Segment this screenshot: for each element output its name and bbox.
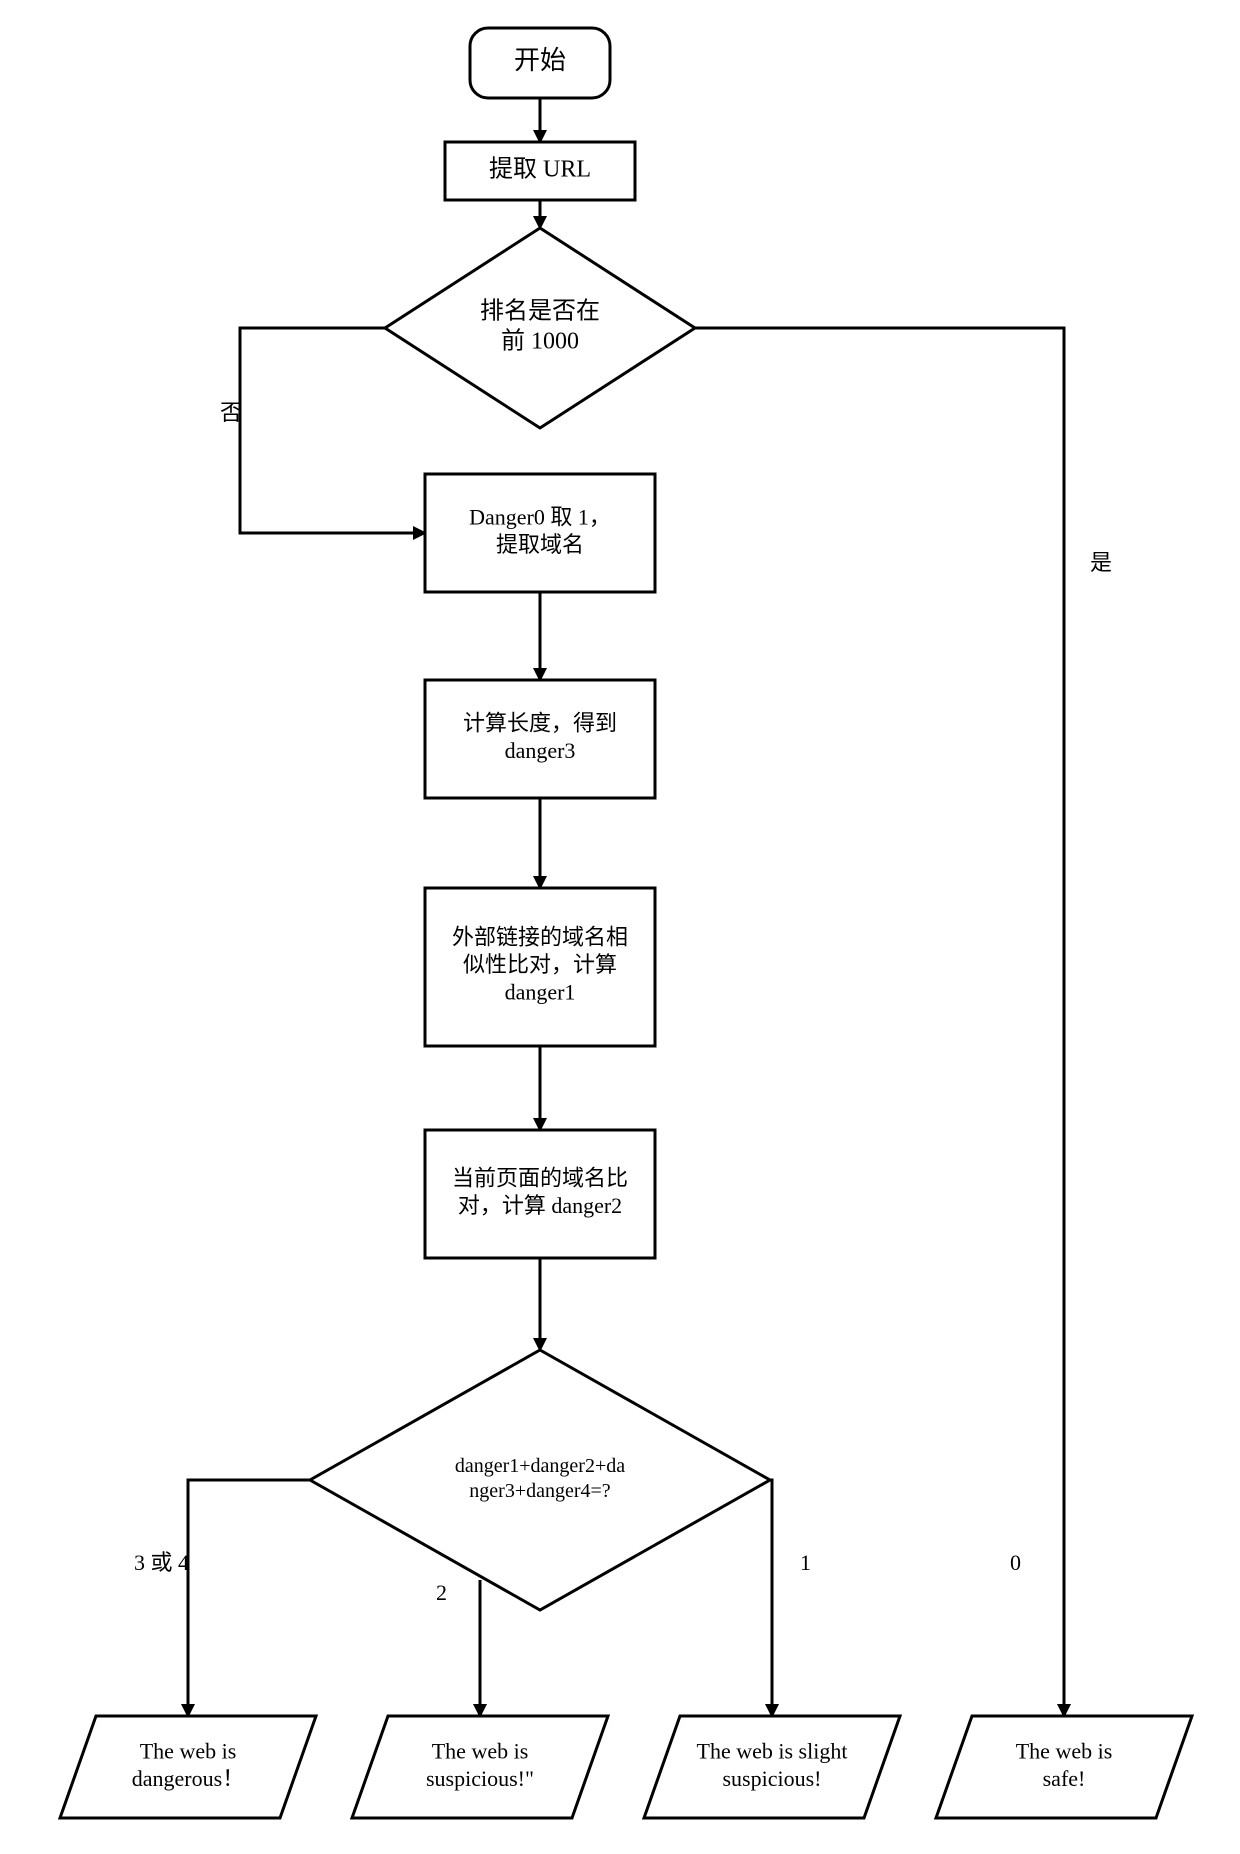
node-extract: 提取 URL — [445, 142, 635, 200]
node-text-line: The web is — [1016, 1738, 1113, 1763]
node-text-line: 对，计算 danger2 — [458, 1193, 622, 1218]
node-text-line: 前 1000 — [501, 328, 579, 355]
node-text-line: dangerous！ — [132, 1766, 244, 1791]
node-text-line: suspicious! — [723, 1766, 822, 1791]
edge-e_rank_no — [240, 328, 425, 533]
node-out4: The web is safe! — [936, 1716, 1192, 1818]
node-text-line: 计算长度，得到 — [463, 710, 617, 735]
node-text-line: nger3+danger4=? — [469, 1480, 611, 1502]
node-text-line: 似性比对，计算 — [463, 952, 617, 977]
node-text-line: 开始 — [514, 46, 566, 75]
node-text-line: The web is — [140, 1738, 237, 1763]
node-text-line: danger3 — [505, 738, 576, 763]
node-text-line: safe! — [1043, 1766, 1086, 1791]
node-out3: The web is slight suspicious! — [644, 1716, 900, 1818]
node-text-line: The web is slight — [697, 1738, 848, 1763]
edge-e_rank_yes — [695, 328, 1064, 1716]
node-text-line: Danger0 取 1， — [469, 504, 611, 529]
node-extlink: 外部链接的域名相似性比对，计算 danger1 — [425, 888, 655, 1046]
node-text-line: danger1+danger2+da — [455, 1455, 625, 1477]
edge-label-e_rank_no: 否 — [220, 400, 242, 425]
node-calclen: 计算长度，得到 danger3 — [425, 680, 655, 798]
node-text-line: 外部链接的域名相 — [452, 925, 628, 950]
node-danger0: Danger0 取 1， 提取域名 — [425, 474, 655, 592]
node-out1: The web is dangerous！ — [60, 1716, 316, 1818]
node-start: 开始 — [470, 28, 610, 98]
edge-label-e_sum_o2: 2 — [436, 1580, 447, 1605]
node-text-line: 当前页面的域名比 — [452, 1165, 628, 1190]
node-rankcond: 排名是否在前 1000 — [385, 228, 695, 428]
node-text-line: 排名是否在 — [480, 298, 600, 325]
node-curpage: 当前页面的域名比对，计算 danger2 — [425, 1130, 655, 1258]
edge-label-e_sum_o4b: 0 — [1010, 1550, 1021, 1575]
node-sumcond: danger1+danger2+da nger3+danger4=? — [310, 1350, 770, 1610]
edge-label-e_sum_o1: 3 或 4 — [134, 1550, 189, 1575]
edge-e_sum_o3 — [770, 1480, 772, 1716]
edge-e_sum_o1 — [188, 1480, 310, 1716]
edge-label-e_sum_o3: 1 — [800, 1550, 811, 1575]
nodes-layer: 开始提取 URL 排名是否在前 1000 Danger0 取 1， 提取域名计算长度，… — [60, 28, 1192, 1818]
node-text-line: danger1 — [505, 980, 576, 1005]
node-text-line: suspicious!" — [426, 1766, 534, 1791]
node-text-line: 提取域名 — [496, 532, 584, 557]
node-text-line: The web is — [432, 1738, 529, 1763]
edge-label-e_rank_yes: 是 — [1090, 550, 1112, 575]
flowchart-canvas: 开始提取 URL 排名是否在前 1000 Danger0 取 1， 提取域名计算长度，… — [0, 0, 1240, 1854]
node-text-line: 提取 URL — [489, 156, 591, 183]
node-out2: The web is suspicious!" — [352, 1716, 608, 1818]
